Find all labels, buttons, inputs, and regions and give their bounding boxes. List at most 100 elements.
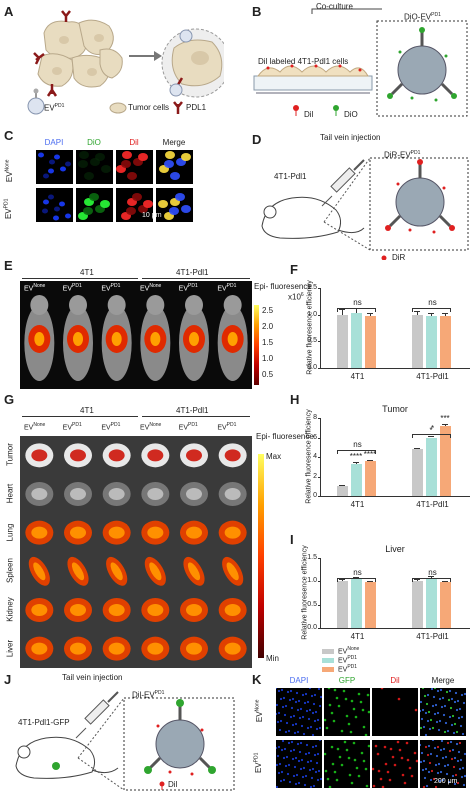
- organ-kidney-2: [102, 598, 131, 622]
- annotation-i-0: ns: [353, 568, 362, 577]
- group-4t1-label-g: 4T1: [80, 406, 94, 415]
- y-tickmark-f-3: [318, 288, 320, 289]
- colorbar-tick-e-2: 1.5: [262, 338, 274, 347]
- organ-heart-4: [180, 482, 208, 506]
- k-micrograph-r0-c2: [372, 688, 418, 736]
- legend-tumor-label: Tumor cells: [128, 103, 170, 112]
- y-label-h: Relative fluoresence efficiency: [305, 409, 313, 504]
- organ-row-label-heart: Heart: [5, 483, 15, 504]
- epifluorescence-title-g: Epi- fluoresence: [256, 432, 314, 441]
- dio-ev-zoom-icon: [387, 27, 457, 102]
- dio-legend-icon: [333, 105, 339, 116]
- organ-tumor-2: [102, 443, 131, 468]
- annotation-f-1: ns: [428, 298, 437, 307]
- error-cap-f-1-1: [428, 313, 434, 315]
- group-line-4t1-e: [22, 278, 138, 279]
- organ-tumor-3: [141, 443, 170, 468]
- y-tickmark-h-1: [318, 476, 320, 478]
- organ-liver-2: [102, 636, 131, 661]
- error-bar-f-1-1: [431, 313, 432, 317]
- organ-row-label-liver: Liver: [5, 639, 15, 657]
- k-row-label-0: EVNone: [254, 699, 265, 723]
- mouse-image-1: [63, 295, 93, 381]
- bar-f-0-1: [350, 313, 362, 368]
- organ-spleen-3: [144, 556, 166, 586]
- colorbar-tick-e-4: 0.5: [262, 370, 274, 379]
- group-4t1-pdl1-label-g: 4T1-Pdl1: [176, 406, 209, 415]
- micrograph-c-r0-c2: [116, 150, 153, 184]
- organ-imaging-pane: [20, 436, 252, 668]
- k-micrograph-r1-c1: [324, 740, 370, 788]
- panel-label-d: D: [252, 132, 262, 147]
- dil-ev-label-j: Dil-EVPD1: [132, 690, 165, 700]
- panel-label-a: A: [4, 4, 14, 19]
- colorbar-tick-e-1: 2.0: [262, 322, 274, 331]
- chart-title-i: Liver: [385, 544, 405, 554]
- micrograph-header-2: Dil: [129, 138, 139, 147]
- bar-label-h-1-2: ***: [440, 413, 450, 423]
- y-tick-i-1: 0.5: [307, 600, 317, 608]
- group-line-4t1-pdl1-e: [142, 278, 250, 279]
- k-micrograph-r0-c1: [324, 688, 370, 736]
- bar-label-h-0-1: ****: [349, 452, 363, 462]
- annotation-bracket-i-1: [411, 578, 451, 582]
- error-cap-i-1-2: [442, 580, 448, 582]
- error-bar-f-0-0: [342, 309, 343, 315]
- organ-lung-2: [102, 520, 131, 545]
- k-micrograph-header-2: Dil: [390, 676, 400, 685]
- organ-spleen-4: [183, 556, 205, 586]
- legend-dil-label-j: Dil: [168, 780, 178, 789]
- cell-binding-zoom: [161, 28, 224, 98]
- y-tick-h-0: 0: [313, 492, 317, 499]
- mouse-image-5: [217, 295, 248, 381]
- mouse-column-label-3: EVNone: [140, 283, 162, 293]
- y-tick-i-0: 0.0: [307, 624, 317, 631]
- legend-swatch-1: [322, 658, 334, 663]
- x-axis-i: [320, 628, 470, 629]
- y-tick-f-3: 1.5: [307, 284, 317, 291]
- micrograph-c-r0-c3: [156, 150, 193, 184]
- ev-particle-icon: [27, 88, 45, 115]
- scale-unit-e: x106: [288, 292, 304, 302]
- mouse-label-d: 4T1-Pdl1: [274, 172, 307, 181]
- k-micrograph-r1-c2: [372, 740, 418, 788]
- organ-heart-2: [102, 482, 131, 506]
- organ-column-label-3: EVNone: [140, 422, 162, 432]
- chart-title-h: Tumor: [382, 404, 408, 414]
- y-tick-f-1: 0.5: [307, 337, 317, 345]
- syringe-icon-j: [75, 691, 119, 739]
- panel-label-k: K: [252, 672, 262, 687]
- scale-min-g: Min: [266, 654, 279, 663]
- y-tickmark-h-4: [318, 418, 320, 419]
- x-axis-h: [320, 496, 470, 497]
- organ-row-label-spleen: Spleen: [5, 558, 15, 584]
- panel-label-i: I: [290, 532, 294, 547]
- micrograph-row-label-0: EVNone: [4, 159, 15, 183]
- organ-spleen-1: [67, 556, 89, 586]
- bar-h-0-2: [364, 460, 376, 496]
- category-label-f-0: 4T1: [350, 372, 365, 381]
- y-tick-h-3: 6: [313, 433, 317, 441]
- organ-spleen-5: [222, 556, 244, 586]
- scale-bar-label-c: 10 μm: [142, 212, 162, 219]
- micrograph-c-r1-c3: [156, 188, 193, 222]
- panel-b-diagram: [253, 8, 468, 117]
- bar-i-1-1: [425, 578, 437, 628]
- micrograph-header-3: Merge: [162, 138, 186, 147]
- k-micrograph-header-0: DAPI: [289, 676, 309, 685]
- legend-dir-label: DiR: [392, 253, 406, 262]
- organ-lung-1: [64, 520, 92, 545]
- annotation-bracket-f-0: [336, 308, 376, 312]
- dio-ev-label: DiO-EVPD1: [404, 12, 441, 22]
- mouse-image-0: [24, 295, 55, 381]
- organ-spleen-0: [28, 556, 50, 586]
- error-cap-f-1-0: [414, 310, 420, 312]
- micrograph-c-r1-c2: [116, 188, 153, 222]
- tail-vein-label-d: Tail vein injection: [320, 133, 381, 142]
- dil-dots: [266, 64, 362, 72]
- dir-legend-icon: [381, 255, 387, 260]
- organ-heart-3: [141, 482, 170, 506]
- organ-kidney-3: [141, 598, 170, 622]
- panel-label-f: F: [290, 262, 298, 277]
- bar-h-0-0: [336, 486, 348, 496]
